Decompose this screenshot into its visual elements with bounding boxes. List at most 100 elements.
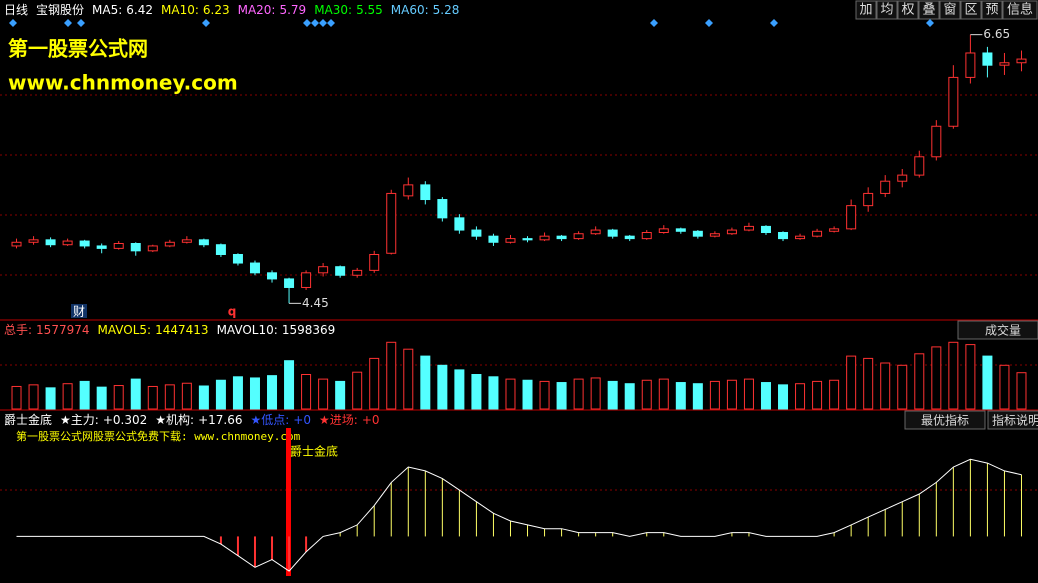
volume-bar [880, 362, 891, 410]
candle-body [556, 235, 567, 240]
indicator-line [16, 458, 1022, 572]
period: 日线 [4, 3, 28, 17]
button-frame[interactable] [855, 0, 877, 20]
volume-bar [284, 360, 295, 410]
button-label[interactable]: 信息 [1007, 2, 1033, 18]
candle-body [778, 232, 789, 240]
candle-body [420, 184, 431, 201]
button-label[interactable]: 均 [880, 3, 893, 18]
candle-body [709, 233, 720, 237]
toolbar-button[interactable]: 权 [897, 0, 919, 20]
button-frame[interactable] [981, 0, 1003, 20]
button-label[interactable]: 权 [901, 2, 914, 18]
legend-value: 5.28 [433, 3, 460, 17]
legend-name: MA10: [161, 3, 199, 17]
volume-bar [420, 355, 431, 410]
indicator-note: 第一股票公式网股票公式免费下载: www.chnmoney.com [16, 429, 301, 443]
toolbar-button[interactable]: 叠 [918, 0, 940, 20]
toolbar-button[interactable]: 区 [960, 0, 982, 20]
max-label: 6.65 [983, 27, 1010, 41]
candle-body [658, 228, 669, 234]
button-label[interactable]: 区 [964, 3, 977, 18]
diamond [9, 19, 17, 27]
volume-bar [181, 382, 192, 410]
candle-body [147, 245, 158, 252]
legend-value: 6.42 [126, 3, 153, 17]
toolbar-button[interactable]: 预 [981, 0, 1003, 20]
volume-bar [624, 383, 635, 410]
candle-body [880, 180, 891, 194]
button-frame[interactable] [960, 0, 982, 20]
candle-body [897, 174, 908, 182]
legend-name: MAVOL10: [217, 323, 278, 337]
volume-bar [965, 344, 976, 410]
volume-bar [403, 348, 414, 410]
volume-bar [147, 385, 158, 410]
indicator-tab[interactable]: 指标说明 [992, 413, 1038, 428]
volume-bar [522, 379, 533, 410]
header: 日线 宝钢股份 MA5: 6.42 MA10: 6.23 MA20: 5.79 MA30: 5.5… [4, 3, 459, 17]
button-frame[interactable] [918, 0, 940, 20]
candle-body [79, 240, 90, 247]
volume-bar [267, 375, 278, 410]
volume-bar [113, 385, 124, 410]
candle-body [386, 192, 397, 254]
volume-bar [386, 341, 397, 410]
diamond [64, 19, 72, 27]
toolbar-button[interactable]: 信息 [1002, 0, 1038, 20]
candle-body [369, 253, 380, 271]
volume-bar [454, 369, 465, 410]
candle-body [181, 239, 192, 243]
candle-body [96, 245, 107, 249]
candle-body [335, 266, 346, 276]
button-label[interactable]: 窗 [943, 2, 956, 18]
tab[interactable] [987, 410, 1038, 430]
legend-name: MA20: [238, 3, 276, 17]
legend-name: MAVOL5: [98, 323, 152, 337]
tab[interactable] [957, 320, 1038, 340]
volume-bar [590, 377, 601, 410]
legend-value: +0.302 [103, 413, 147, 427]
volume-bar [471, 374, 482, 410]
candle-body [795, 235, 806, 240]
button-frame[interactable] [939, 0, 961, 20]
candle-body [539, 235, 550, 241]
candle-body [352, 269, 363, 276]
volume-bar [692, 383, 703, 410]
volume-bar [45, 387, 56, 410]
button-frame[interactable] [876, 0, 898, 20]
candle-body [1016, 58, 1027, 64]
button-frame[interactable] [1002, 0, 1038, 20]
candle-body [488, 235, 499, 243]
volume-bar [301, 374, 312, 410]
legend-name: 总手: [4, 323, 32, 337]
button-label[interactable]: 叠 [922, 3, 935, 18]
legend-value: +0 [362, 413, 380, 427]
min-label: 4.45 [302, 296, 329, 310]
button-frame[interactable] [897, 0, 919, 20]
candle-body [624, 235, 635, 240]
tab[interactable] [904, 410, 986, 430]
candle-body [726, 229, 737, 235]
button-label[interactable]: 加 [859, 3, 872, 18]
legend-name: MA30: [314, 3, 352, 17]
finance-marker: 财 [73, 305, 85, 319]
candle-body [846, 205, 857, 230]
volume-bar [897, 364, 908, 410]
candle-body [301, 272, 312, 288]
toolbar-button[interactable]: 均 [876, 0, 898, 20]
volume-bar [62, 383, 73, 410]
volume-panel [11, 341, 1027, 410]
candle-body [403, 184, 414, 197]
candle-body [743, 225, 754, 231]
toolbar-button[interactable]: 加 [855, 0, 877, 20]
toolbar-button[interactable]: 窗 [939, 0, 961, 20]
candle-body [982, 52, 993, 66]
diamond [202, 19, 210, 27]
volume-bar [914, 353, 925, 410]
indicator-tab[interactable]: 最优指标 [921, 413, 969, 428]
button-label[interactable]: 预 [985, 3, 998, 18]
volume-bar [198, 385, 209, 410]
volume-tab[interactable]: 成交量 [985, 323, 1021, 338]
